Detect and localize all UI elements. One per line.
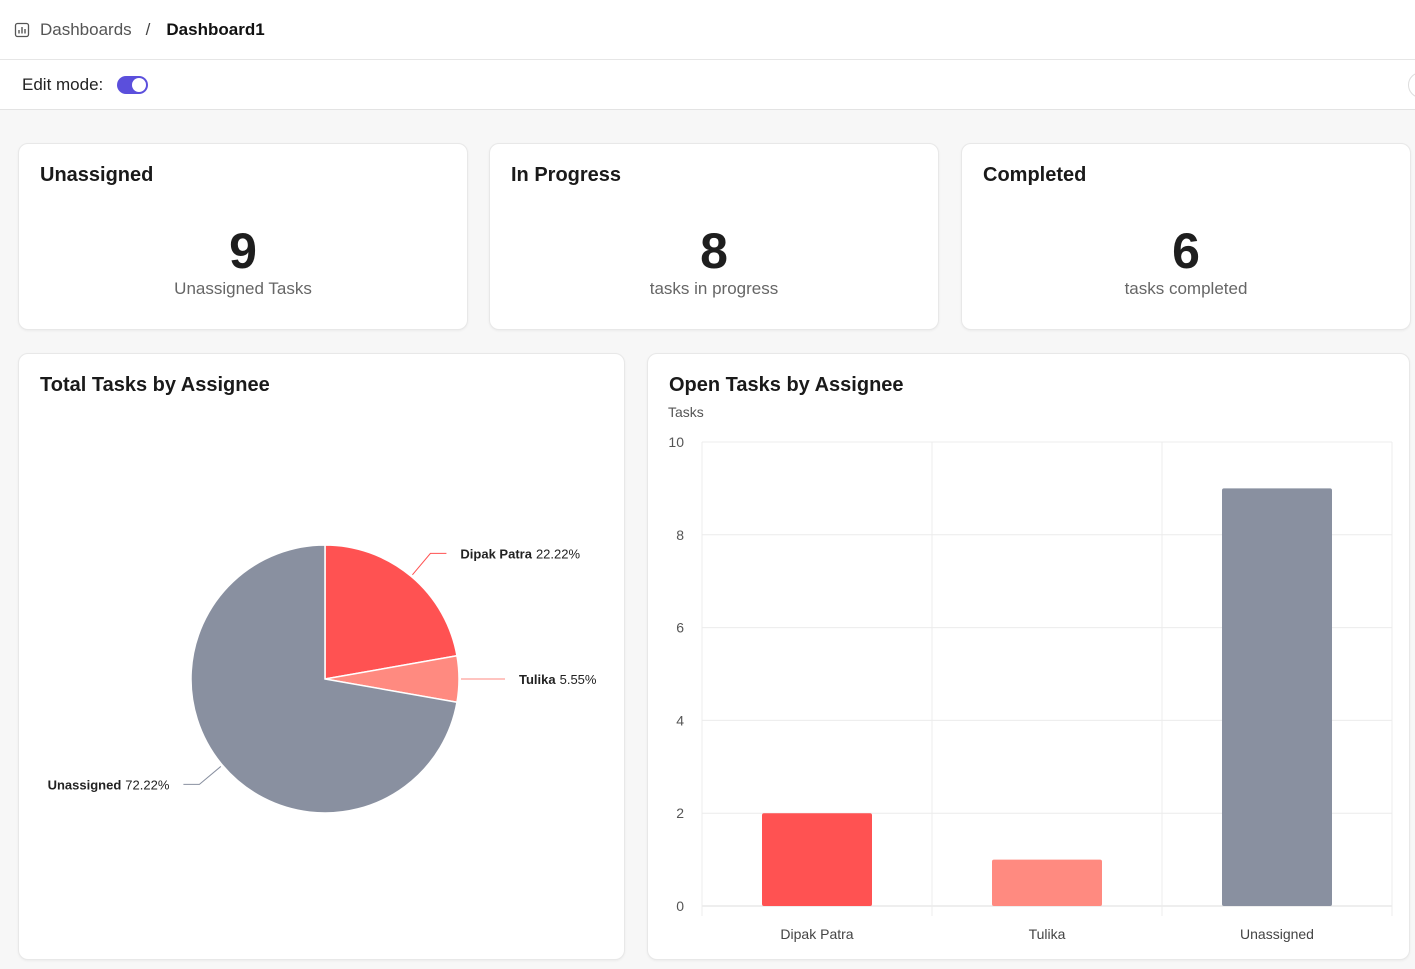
kpi-value: 8 [700,223,728,279]
y-tick-label: 0 [676,898,684,914]
kpi-card-in-progress: In Progress 8 tasks in progress [489,143,939,330]
y-axis-label: Tasks [668,404,704,420]
pie-label-percent: 72.22% [125,777,170,792]
kpi-title: Unassigned [40,164,154,186]
pie-label-name: Unassigned [48,777,122,792]
pie-label-name: Tulika [519,672,556,687]
bar-unassigned[interactable] [1222,488,1332,906]
y-tick-label: 6 [676,620,684,636]
y-tick-label: 8 [676,527,684,543]
pie-chart-title: Total Tasks by Assignee [40,374,270,396]
edit-mode-bar: Edit mode: [0,60,1415,110]
x-tick-label: Dipak Patra [780,926,853,942]
bar-chart-title: Open Tasks by Assignee [669,374,904,396]
y-tick-label: 4 [676,712,684,728]
breadcrumb: Dashboards / Dashboard1 [0,0,1415,60]
kpi-card-completed: Completed 6 tasks completed [961,143,1411,330]
kpi-value: 6 [1172,223,1200,279]
y-tick-label: 10 [668,434,684,450]
pie-slice-unassigned[interactable] [190,544,458,814]
kpi-card-unassigned: Unassigned 9 Unassigned Tasks [18,143,468,330]
pie-chart-card: Total Tasks by Assignee Dipak Patra 22.22… [18,353,625,960]
pie-label-name: Dipak Patra [460,546,532,561]
bar-chart-card: Open Tasks by Assignee Tasks 0 2 4 6 8 10 Dipak… [647,353,1410,960]
kpi-title: Completed [983,164,1087,186]
pie-leader-line [412,552,447,576]
x-tick-label: Unassigned [1240,926,1314,942]
pie-label-tulika: Tulika 5.55% [519,672,597,687]
breadcrumb-dashboards-link[interactable]: Dashboards [40,19,132,39]
kpi-value: 9 [229,223,257,279]
y-tick-label: 2 [676,805,684,821]
pie-slice-dipak-patra[interactable] [324,544,458,680]
breadcrumb-separator: / [145,19,151,39]
kpi-subtitle: tasks completed [1124,279,1248,298]
edit-mode-toggle[interactable] [117,75,149,94]
pie-label-percent: 5.55% [560,672,597,687]
kpi-subtitle: Unassigned Tasks [174,279,312,298]
kpi-title: In Progress [511,164,622,186]
kpi-subtitle: tasks in progress [649,279,779,298]
x-tick-label: Tulika [1029,926,1066,942]
bar-dipak-patra[interactable] [762,813,872,906]
bar-tulika[interactable] [992,859,1102,906]
pie-label-dipak-patra: Dipak Patra 22.22% [460,546,580,561]
pie-chart: Dipak Patra 22.22% Tulika 5.55% Unassigned 72… [48,544,597,814]
dashboard-icon [14,22,30,37]
pie-label-percent: 22.22% [536,546,581,561]
breadcrumb-current: Dashboard1 [166,19,265,39]
toggle-knob [132,77,147,92]
edit-mode-label: Edit mode: [22,74,104,94]
pie-leader-line [183,766,222,785]
bar-chart: Tasks 0 2 4 6 8 10 Dipak Patra Tulika Unassigned [668,404,1393,942]
pie-label-unassigned: Unassigned 72.22% [48,777,170,792]
